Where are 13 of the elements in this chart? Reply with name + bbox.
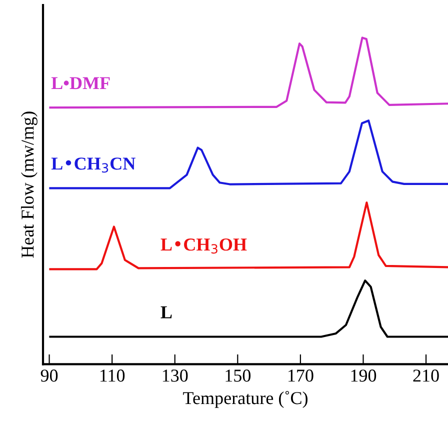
x-tick-label: 90	[40, 370, 58, 382]
series-label: L•CH$_{3}$CN	[51, 158, 136, 173]
y-axis-title: Heat Flow (mw/mg)	[21, 112, 38, 258]
series-label: L•DMF	[51, 77, 110, 90]
x-tick-label: 110	[100, 370, 125, 382]
x-tick-label: 190	[351, 370, 376, 382]
x-tick-label: 210	[413, 370, 439, 382]
x-tick-label: 170	[288, 370, 314, 382]
x-tick-label: 150	[226, 370, 251, 382]
series-label: L•CH$_{3}$OH	[160, 238, 247, 254]
series-label: L	[160, 306, 172, 318]
x-tick-label: 130	[162, 370, 188, 382]
x-axis-title: Temperature (˚C)	[183, 390, 308, 408]
